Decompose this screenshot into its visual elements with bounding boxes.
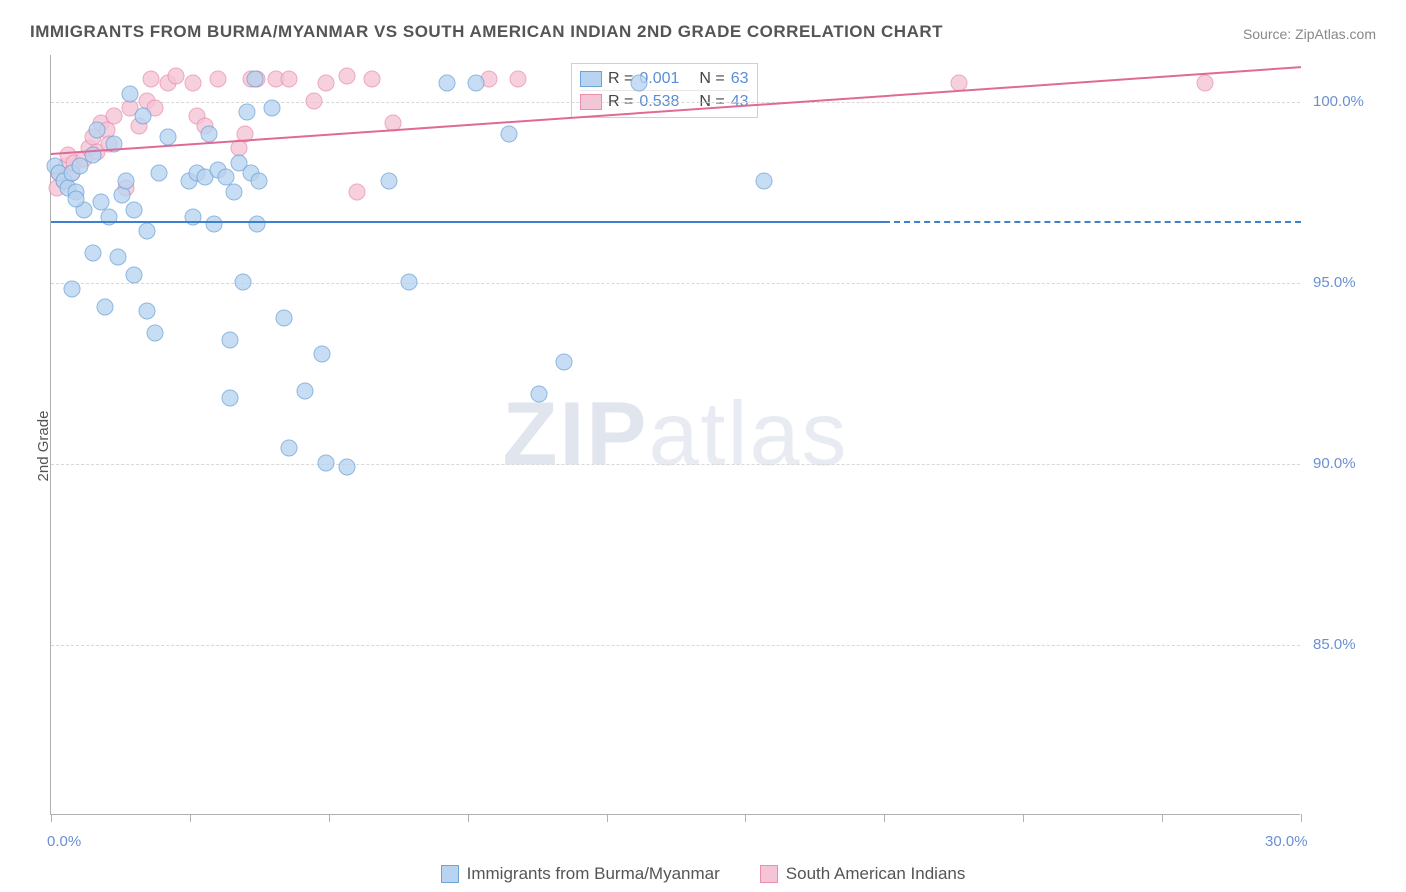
data-point-a [113,187,130,204]
data-point-a [338,458,355,475]
data-point-a [380,172,397,189]
legend-swatch-b [760,865,778,883]
legend-label-a: Immigrants from Burma/Myanmar [467,864,720,884]
plot-area: ZIPatlas R = 0.001 N = 63 R = 0.538 N = … [50,55,1300,815]
data-point-a [147,324,164,341]
grid-line-h [51,102,1300,103]
trend-line [884,221,1301,223]
data-point-a [438,74,455,91]
data-point-a [251,172,268,189]
data-point-a [468,74,485,91]
source-name: ZipAtlas.com [1295,26,1376,42]
data-point-a [97,299,114,316]
x-tick [468,814,469,822]
watermark-bold: ZIP [502,384,648,484]
data-point-a [151,165,168,182]
data-point-b [318,74,335,91]
data-point-a [238,103,255,120]
grid-line-h [51,464,1300,465]
data-point-a [249,216,266,233]
watermark-light: atlas [648,384,848,484]
n-value-a: 63 [731,70,749,88]
data-point-a [84,245,101,262]
data-point-a [280,440,297,457]
data-point-a [118,172,135,189]
data-point-a [755,172,772,189]
x-tick-label: 0.0% [47,833,81,850]
legend-label-b: South American Indians [786,864,966,884]
x-tick [1301,814,1302,822]
x-tick [745,814,746,822]
chart-title: IMMIGRANTS FROM BURMA/MYANMAR VS SOUTH A… [30,22,943,42]
swatch-series-a [580,71,602,87]
data-point-a [109,248,126,265]
legend-swatch-a [441,865,459,883]
data-point-b [363,71,380,88]
data-point-a [126,266,143,283]
data-point-a [201,125,218,142]
data-point-b [143,71,160,88]
y-tick-label: 85.0% [1313,636,1356,653]
data-point-a [222,331,239,348]
data-point-a [222,389,239,406]
data-point-a [297,382,314,399]
x-tick [607,814,608,822]
x-tick [1162,814,1163,822]
data-point-a [247,71,264,88]
data-point-a [205,216,222,233]
data-point-a [122,85,139,102]
x-tick [51,814,52,822]
x-tick [884,814,885,822]
data-point-a [263,100,280,117]
bottom-legend: Immigrants from Burma/Myanmar South Amer… [0,864,1406,884]
x-tick [190,814,191,822]
legend-item-a: Immigrants from Burma/Myanmar [441,864,720,884]
data-point-a [313,346,330,363]
data-point-b [280,71,297,88]
data-point-b [305,93,322,110]
data-point-a [226,183,243,200]
legend-item-b: South American Indians [760,864,966,884]
x-tick [329,814,330,822]
y-tick-label: 90.0% [1313,455,1356,472]
y-tick-label: 95.0% [1313,274,1356,291]
data-point-a [555,353,572,370]
data-point-a [134,107,151,124]
n-label: N = [699,70,724,88]
data-point-b [168,67,185,84]
data-point-a [138,223,155,240]
data-point-a [530,386,547,403]
watermark: ZIPatlas [502,383,848,486]
data-point-a [68,190,85,207]
data-point-a [138,302,155,319]
data-point-a [234,274,251,291]
x-tick-label: 30.0% [1265,833,1308,850]
data-point-a [88,122,105,139]
stats-row-a: R = 0.001 N = 63 [580,68,749,90]
data-point-a [159,129,176,146]
data-point-b [184,74,201,91]
data-point-b [349,183,366,200]
x-tick [1023,814,1024,822]
data-point-b [209,71,226,88]
data-point-a [276,310,293,327]
data-point-b [338,67,355,84]
data-point-b [1197,74,1214,91]
data-point-b [509,71,526,88]
trend-line [51,221,884,223]
source-attribution: Source: ZipAtlas.com [1243,26,1376,42]
data-point-a [63,281,80,298]
data-point-b [105,107,122,124]
data-point-a [126,201,143,218]
data-point-a [318,454,335,471]
data-point-a [401,274,418,291]
data-point-a [501,125,518,142]
y-tick-label: 100.0% [1313,93,1364,110]
data-point-a [630,74,647,91]
source-prefix: Source: [1243,26,1295,42]
grid-line-h [51,645,1300,646]
